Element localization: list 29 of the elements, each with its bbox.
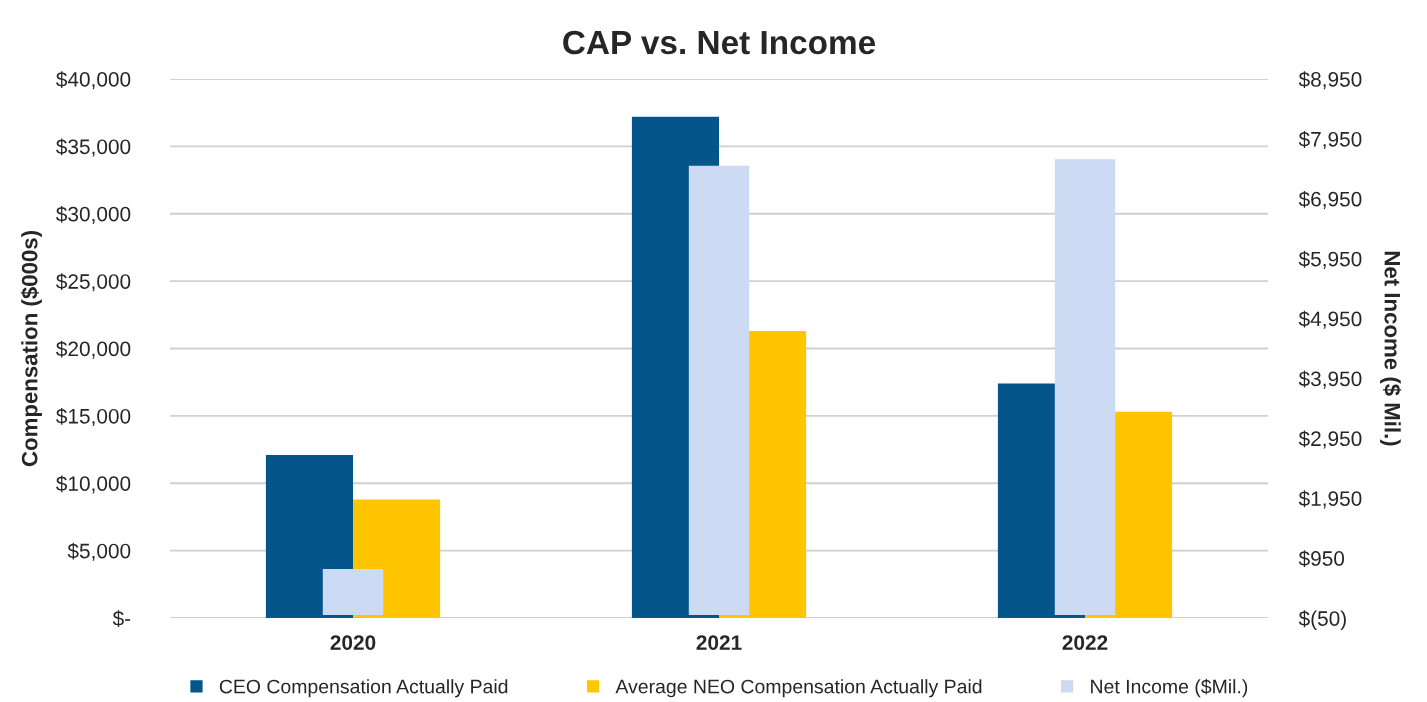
- legend-label: Net Income ($Mil.): [1091, 678, 1248, 698]
- x-tick-label: 2021: [696, 635, 742, 650]
- y2-tick-label: $950: [1298, 550, 1345, 568]
- chart-title: CAP vs. Net Income: [563, 30, 876, 55]
- y2-axis-title: Net Income ($ Mil.): [1380, 251, 1402, 446]
- y2-tick-label: $5,950: [1298, 250, 1362, 269]
- legend-label: CEO Compensation Actually Paid: [219, 679, 508, 698]
- y-tick-label: $25,000: [56, 273, 131, 292]
- y2-tick-label: $2,950: [1298, 430, 1362, 449]
- y-tick-label: $10,000: [56, 475, 131, 494]
- legend-label: Average NEO Compensation Actually Paid: [615, 679, 982, 698]
- y2-tick-label: $1,950: [1298, 490, 1362, 509]
- y2-tick-label: $8,950: [1298, 71, 1362, 90]
- y2-tick-label: $4,950: [1298, 310, 1362, 329]
- y2-tick-label: $(50): [1298, 610, 1346, 631]
- y-axis-title: Compensation ($000s): [20, 231, 42, 467]
- y-tick-label: $20,000: [56, 340, 131, 359]
- y-tick-label: $5,000: [67, 542, 131, 561]
- x-tick-label: 2020: [330, 635, 376, 650]
- y-tick-label: $40,000: [56, 71, 131, 90]
- y-tick-label: $-: [112, 610, 131, 627]
- y2-tick-label: $3,950: [1298, 370, 1362, 389]
- x-tick-label: 2022: [1062, 635, 1108, 650]
- y-tick-label: $35,000: [56, 138, 131, 157]
- y-tick-label: $30,000: [56, 205, 131, 224]
- bar: [265, 454, 353, 618]
- y2-tick-label: $7,950: [1298, 131, 1362, 150]
- y-tick-label: $15,000: [56, 408, 131, 427]
- y2-tick-label: $6,950: [1298, 190, 1362, 209]
